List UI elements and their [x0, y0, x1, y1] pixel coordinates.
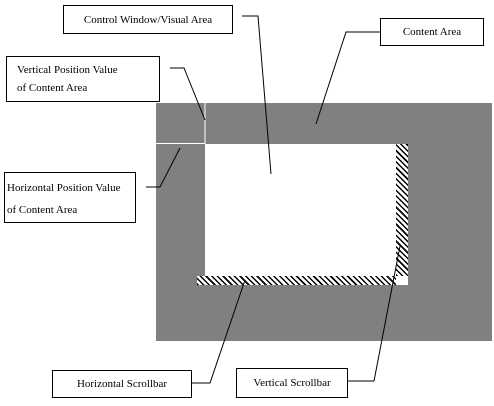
vertical-scrollbar-text: Vertical Scrollbar	[253, 377, 331, 389]
horizontal-position-text-line1: Horizontal Position Value	[7, 182, 121, 194]
horizontal-position-label: Horizontal Position Value of Content Are…	[4, 172, 136, 223]
vertical-position-text-line1: Vertical Position Value	[17, 64, 118, 76]
vertical-scrollbar-rect	[396, 144, 408, 276]
horizontal-scrollbar-rect	[197, 276, 396, 285]
vertical-position-leader	[170, 67, 206, 121]
control-window-text: Control Window/Visual Area	[83, 13, 213, 26]
content-area-label: Content Area	[380, 18, 484, 46]
horizontal-scrollbar-label: Horizontal Scrollbar	[52, 370, 192, 398]
scrollbar-corner	[396, 276, 408, 285]
content-area-text: Content Area	[402, 26, 462, 38]
horizontal-position-leader	[146, 147, 181, 188]
visual-area-rect	[205, 144, 396, 276]
horizontal-scrollbar-text: Horizontal Scrollbar	[76, 378, 168, 390]
control-window-label: Control Window/Visual Area	[63, 5, 233, 34]
vertical-scrollbar-label: Vertical Scrollbar	[236, 368, 348, 398]
vertical-scrollbar-leader	[348, 245, 401, 382]
horizontal-scrollbar-leader	[192, 279, 246, 384]
content-area-leader	[315, 31, 380, 125]
vertical-position-label: Vertical Position Value of Content Area	[6, 56, 160, 102]
control-window-leader	[242, 15, 272, 175]
vertical-position-text-line2: of Content Area	[17, 82, 88, 94]
horizontal-position-text-line2: of Content Area	[7, 204, 78, 216]
